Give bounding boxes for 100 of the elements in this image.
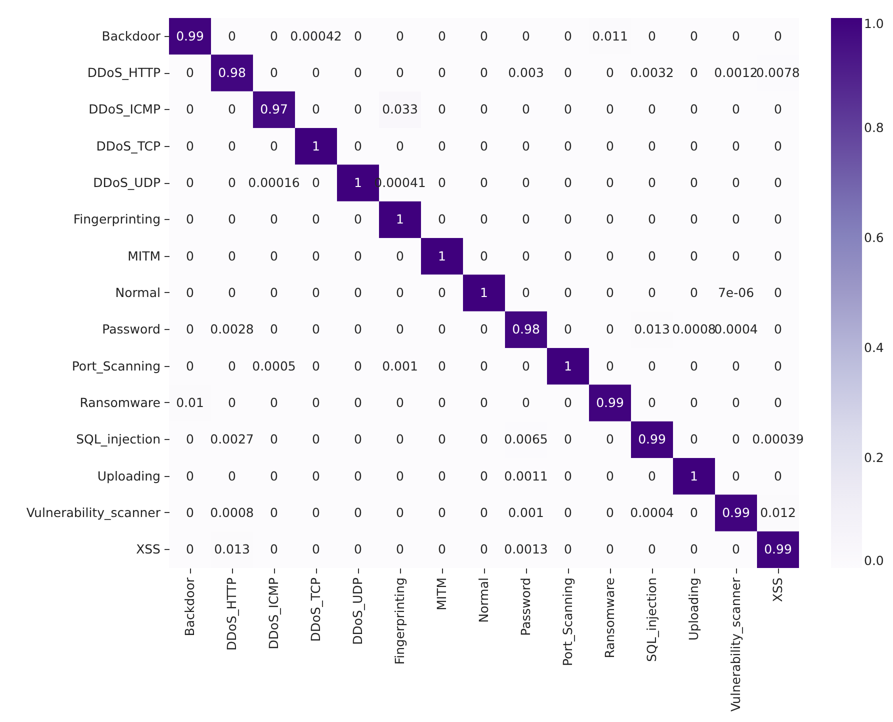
- data-label: 0.0004: [630, 505, 674, 520]
- data-label: 0: [732, 542, 740, 557]
- data-label: 0.001: [508, 505, 544, 520]
- data-label: 0: [690, 395, 698, 410]
- y-tick-label: Port_Scanning: [72, 358, 160, 374]
- data-label: 0: [564, 138, 572, 154]
- data-label: 0: [228, 395, 236, 410]
- data-label: 0: [480, 65, 488, 80]
- data-label: 0.99: [596, 395, 624, 410]
- data-label: 0: [186, 248, 194, 264]
- data-label: 0: [396, 395, 404, 410]
- data-label: 0: [522, 285, 530, 300]
- data-label: 1: [354, 175, 362, 190]
- data-label: 0: [522, 175, 530, 190]
- data-label: 0: [606, 505, 614, 520]
- data-label: 0: [228, 358, 236, 374]
- data-label: 0: [312, 542, 320, 557]
- y-tick-label: Normal: [115, 285, 160, 300]
- data-label: 0: [186, 175, 194, 190]
- data-label: 0: [312, 285, 320, 300]
- data-label: 0: [438, 138, 446, 154]
- data-label: 0.0032: [630, 65, 674, 80]
- data-label: 0.003: [508, 65, 544, 80]
- data-label: 0: [396, 322, 404, 337]
- data-label: 0: [186, 358, 194, 374]
- data-label: 0: [312, 505, 320, 520]
- data-label: 0: [228, 285, 236, 300]
- data-label: 0: [480, 322, 488, 337]
- data-label: 0: [312, 432, 320, 447]
- data-label: 0: [186, 542, 194, 557]
- data-label: 0.0004: [714, 322, 758, 337]
- data-label: 0: [186, 505, 194, 520]
- data-label: 1: [396, 212, 404, 227]
- data-label: 1: [564, 358, 572, 374]
- data-label: 0.99: [722, 505, 750, 520]
- data-label: 0: [606, 285, 614, 300]
- data-label: 0: [270, 468, 278, 484]
- data-label: 0: [480, 358, 488, 374]
- data-label: 0: [228, 468, 236, 484]
- data-label: 0: [396, 432, 404, 447]
- data-label: 0.00016: [248, 175, 300, 190]
- data-label: 0: [732, 432, 740, 447]
- x-tick-label: Vulnerability_scanner: [728, 576, 743, 712]
- data-label: 0.033: [382, 102, 418, 117]
- data-label: 0: [774, 285, 782, 300]
- x-tick-label: DDoS_UDP: [350, 577, 365, 645]
- data-label: 0: [270, 505, 278, 520]
- data-label: 0: [396, 285, 404, 300]
- x-tick-label: Normal: [476, 578, 491, 623]
- data-label: 0: [690, 65, 698, 80]
- data-label: 0: [396, 542, 404, 557]
- data-label: 0: [564, 102, 572, 117]
- data-label: 0: [648, 395, 656, 410]
- data-label: 0: [606, 248, 614, 264]
- data-label: 0.0011: [504, 468, 548, 484]
- data-label: 0: [438, 358, 446, 374]
- x-tick-label: Ransomware: [602, 577, 617, 658]
- data-label: 0.99: [638, 432, 666, 447]
- y-tick-label: SQL_injection: [76, 432, 160, 447]
- data-label: 0: [480, 102, 488, 117]
- data-label: 0.0078: [756, 65, 800, 80]
- x-tick-label: XSS: [770, 577, 785, 602]
- data-label: 0: [606, 175, 614, 190]
- data-label: 0: [354, 212, 362, 227]
- data-label: 0: [690, 175, 698, 190]
- data-label: 0: [186, 138, 194, 154]
- data-label: 0: [312, 212, 320, 227]
- data-label: 0: [522, 28, 530, 44]
- data-label: 0: [396, 28, 404, 44]
- data-label: 0: [438, 432, 446, 447]
- data-label: 0: [228, 175, 236, 190]
- data-label: 0: [564, 505, 572, 520]
- data-label: 0: [312, 322, 320, 337]
- data-label: 0: [690, 138, 698, 154]
- data-label: 0: [564, 28, 572, 44]
- data-label: 0: [648, 102, 656, 117]
- data-label: 0: [648, 28, 656, 44]
- data-label: 0: [732, 468, 740, 484]
- data-label: 0: [438, 212, 446, 227]
- data-label: 0: [774, 395, 782, 410]
- y-tick-label: Password: [102, 322, 160, 337]
- data-label: 0: [270, 542, 278, 557]
- data-label: 0: [228, 248, 236, 264]
- data-label: 0: [606, 102, 614, 117]
- data-label: 7e-06: [718, 285, 754, 300]
- data-label: 1: [690, 468, 698, 484]
- data-label: 0: [648, 285, 656, 300]
- color-bar-label: 0.0: [864, 553, 884, 568]
- y-tick-label: DDoS_HTTP: [87, 65, 161, 80]
- data-label: 0: [270, 285, 278, 300]
- color-bar-label: 0.4: [864, 340, 884, 355]
- data-label: 0: [312, 395, 320, 410]
- data-label: 0: [438, 322, 446, 337]
- data-label: 0: [354, 65, 362, 80]
- data-label: 0: [480, 505, 488, 520]
- data-label: 0: [186, 468, 194, 484]
- data-label: 0: [228, 138, 236, 154]
- data-label: 0.00042: [290, 28, 342, 44]
- data-label: 0: [354, 285, 362, 300]
- data-label: 0: [564, 65, 572, 80]
